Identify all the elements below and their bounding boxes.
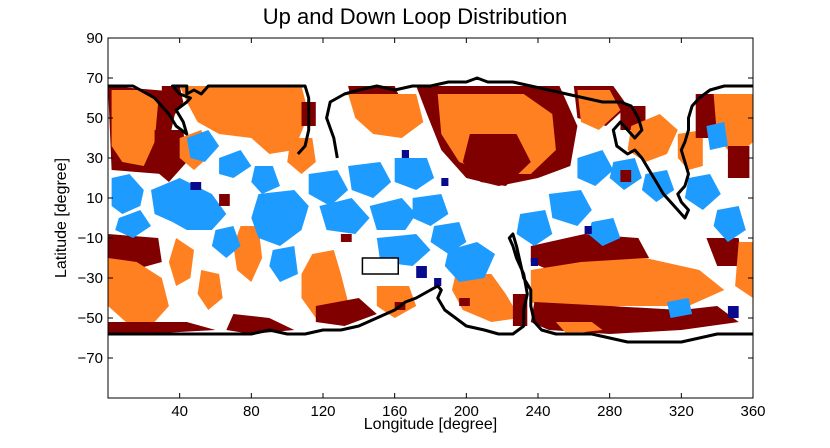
x-tick-label-280: 280 bbox=[597, 403, 622, 420]
region-up-loop-light-blue-64 bbox=[713, 206, 746, 242]
loop-regions bbox=[108, 86, 753, 334]
x-tick-label-40: 40 bbox=[171, 403, 188, 420]
x-tick-label-160: 160 bbox=[382, 403, 407, 420]
region-dark-blue-68 bbox=[441, 178, 449, 186]
region-down-loop-orange-31 bbox=[452, 274, 521, 322]
region-down-loop-orange-22 bbox=[108, 258, 169, 326]
region-down-loop-orange-34 bbox=[530, 258, 725, 310]
region-up-loop-light-blue-60 bbox=[577, 150, 614, 186]
continent-outlines bbox=[108, 76, 753, 344]
region-dark-blue-69 bbox=[416, 266, 427, 278]
y-tick-label-10: 10 bbox=[86, 190, 103, 207]
region-up-loop-light-blue-52 bbox=[394, 158, 435, 190]
region-up-loop-light-blue-58 bbox=[548, 190, 592, 226]
region-dark-red-2 bbox=[154, 130, 187, 182]
region-up-loop-light-blue-63 bbox=[684, 174, 721, 210]
continent-outline-1 bbox=[325, 76, 753, 220]
y-tick-label--50: −50 bbox=[78, 310, 103, 327]
region-up-loop-light-blue-59 bbox=[588, 218, 621, 246]
x-axis-label: Longitude [degree] bbox=[363, 416, 498, 433]
region-up-loop-light-blue-42 bbox=[186, 130, 220, 162]
y-tick-label--10: −10 bbox=[78, 230, 103, 247]
region-dark-red-33 bbox=[530, 234, 650, 270]
region-up-loop-light-blue-65 bbox=[706, 122, 728, 150]
region-up-loop-light-blue-39 bbox=[111, 174, 144, 214]
region-up-loop-light-blue-56 bbox=[444, 242, 495, 282]
region-down-loop-orange-6 bbox=[287, 138, 316, 174]
region-down-loop-orange-4 bbox=[179, 86, 309, 154]
region-down-loop-orange-9 bbox=[348, 94, 424, 138]
region-up-loop-light-blue-46 bbox=[211, 226, 241, 258]
region-dark-red-12 bbox=[462, 134, 531, 186]
region-up-loop-light-blue-48 bbox=[308, 170, 349, 206]
chart-title: Up and Down Loop Distribution bbox=[262, 4, 568, 29]
region-up-loop-light-blue-47 bbox=[269, 246, 298, 282]
region-dark-red-26 bbox=[108, 322, 216, 334]
x-tick-label-320: 320 bbox=[669, 403, 694, 420]
region-up-loop-light-blue-53 bbox=[412, 194, 449, 226]
continent-outline-2 bbox=[108, 232, 753, 344]
region-down-loop-orange-36 bbox=[555, 322, 603, 334]
x-tick-label-240: 240 bbox=[525, 403, 550, 420]
region-down-loop-orange-28 bbox=[301, 250, 349, 318]
x-tick-label-360: 360 bbox=[740, 403, 765, 420]
region-dark-blue-71 bbox=[530, 258, 538, 266]
region-dark-blue-72 bbox=[584, 226, 592, 234]
region-down-loop-orange-23 bbox=[168, 238, 194, 286]
region-dark-red-29 bbox=[315, 298, 377, 326]
region-down-loop-orange-25 bbox=[233, 226, 263, 282]
continent-outline-0 bbox=[108, 84, 311, 156]
region-up-loop-light-blue-44 bbox=[251, 166, 280, 194]
region-dark-red-27 bbox=[226, 314, 295, 334]
region-up-loop-light-blue-51 bbox=[369, 198, 417, 230]
region-up-loop-light-blue-55 bbox=[430, 222, 467, 254]
region-dark-red-37 bbox=[706, 238, 743, 266]
region-dark-red-78 bbox=[620, 170, 632, 182]
region-dark-blue-74 bbox=[401, 150, 409, 158]
region-dark-blue-70 bbox=[434, 278, 442, 286]
region-up-loop-light-blue-50 bbox=[348, 162, 392, 198]
region-up-loop-light-blue-49 bbox=[319, 198, 370, 234]
y-tick-label--70: −70 bbox=[78, 350, 103, 367]
region-dark-red-76 bbox=[340, 234, 352, 242]
y-tick-label-50: 50 bbox=[86, 110, 103, 127]
region-down-loop-orange-38 bbox=[735, 242, 753, 298]
region-down-loop-orange-24 bbox=[197, 270, 223, 310]
plot-frame bbox=[107, 37, 754, 399]
annotation-box bbox=[361, 257, 399, 275]
y-tick-label-70: 70 bbox=[86, 70, 103, 87]
region-up-loop-light-blue-45 bbox=[251, 190, 309, 246]
region-up-loop-light-blue-40 bbox=[115, 210, 151, 238]
y-tick-label-90: 90 bbox=[86, 30, 103, 47]
region-dark-red-75 bbox=[219, 194, 230, 206]
y-tick-label--30: −30 bbox=[78, 270, 103, 287]
x-tick-label-80: 80 bbox=[243, 403, 260, 420]
x-tick-label-200: 200 bbox=[454, 403, 479, 420]
region-up-loop-light-blue-41 bbox=[151, 178, 227, 230]
region-dark-red-77 bbox=[459, 298, 470, 306]
y-tick-label-30: 30 bbox=[86, 150, 103, 167]
region-down-loop-orange-1 bbox=[111, 90, 159, 166]
annotation-box-layer bbox=[361, 257, 399, 275]
region-dark-blue-73 bbox=[727, 306, 739, 318]
region-up-loop-light-blue-66 bbox=[667, 298, 693, 318]
region-up-loop-light-blue-43 bbox=[219, 150, 252, 178]
region-dark-blue-67 bbox=[190, 182, 202, 190]
region-dark-red-20 bbox=[727, 146, 750, 178]
x-tick-label-120: 120 bbox=[310, 403, 335, 420]
axis-ticks: 40 80 120 160 200 240 280 320 360 90 70 50 30 10 −10 −3… bbox=[78, 30, 766, 420]
region-up-loop-light-blue-57 bbox=[516, 210, 553, 246]
